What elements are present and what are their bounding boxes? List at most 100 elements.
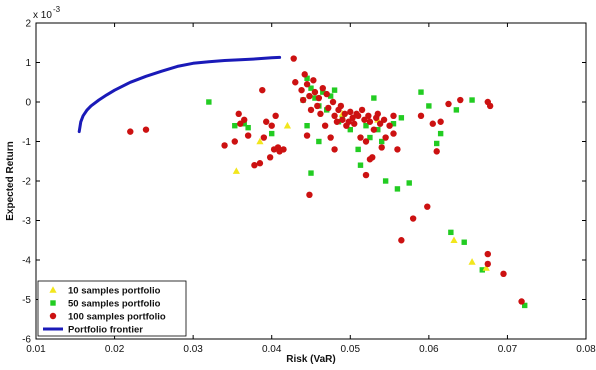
data-point bbox=[237, 120, 244, 127]
data-point bbox=[345, 118, 352, 125]
data-point bbox=[316, 138, 322, 145]
data-point bbox=[304, 75, 310, 81]
x-axis: 0.01 0.02 0.03 0.04 0.05 0.06 0.07 0.08 bbox=[26, 23, 596, 355]
data-point bbox=[347, 126, 353, 133]
frontier-line bbox=[77, 55, 282, 134]
data-point bbox=[327, 93, 334, 99]
data-point bbox=[321, 122, 329, 129]
data-point bbox=[394, 186, 401, 192]
data-point bbox=[303, 132, 311, 139]
data-point bbox=[349, 114, 356, 122]
x-tick-label: 0.02 bbox=[105, 344, 125, 355]
data-point bbox=[347, 108, 354, 116]
x-tick-label: 0.07 bbox=[498, 344, 518, 355]
data-point bbox=[362, 171, 370, 179]
data-point bbox=[307, 106, 315, 114]
data-point bbox=[320, 89, 326, 95]
data-point bbox=[457, 96, 464, 104]
data-point bbox=[434, 140, 440, 147]
y-tick-label: 1 bbox=[25, 58, 31, 69]
data-point bbox=[260, 134, 268, 141]
data-point bbox=[308, 85, 314, 91]
series-100-samples-portfolio bbox=[127, 55, 525, 305]
data-point bbox=[398, 115, 405, 121]
data-point bbox=[361, 116, 368, 123]
x-tick-label: 0.05 bbox=[341, 344, 361, 355]
data-point bbox=[390, 130, 397, 137]
data-point bbox=[363, 123, 369, 129]
data-point bbox=[310, 77, 317, 84]
y-tick-label: -6 bbox=[22, 335, 31, 346]
y-tick-label: -2 bbox=[22, 177, 31, 188]
legend-marker-swatch bbox=[49, 286, 57, 293]
data-point bbox=[331, 87, 338, 93]
data-point bbox=[256, 137, 264, 145]
data-point bbox=[484, 250, 491, 258]
data-point bbox=[386, 122, 393, 129]
data-point bbox=[367, 134, 373, 141]
data-point bbox=[221, 142, 228, 149]
data-point bbox=[339, 116, 346, 123]
data-point bbox=[127, 128, 134, 135]
data-point bbox=[306, 92, 313, 100]
data-point bbox=[370, 126, 378, 133]
data-point bbox=[259, 86, 266, 94]
data-point bbox=[263, 118, 270, 125]
data-point bbox=[390, 121, 397, 127]
x-tick-label: 0.03 bbox=[183, 344, 203, 355]
legend-label: 100 samples portfolio bbox=[68, 312, 166, 323]
data-point bbox=[374, 110, 381, 118]
data-point bbox=[298, 86, 305, 94]
data-point bbox=[418, 89, 424, 95]
data-point bbox=[522, 302, 528, 309]
y-tick-label: 2 bbox=[25, 19, 31, 30]
legend: 10 samples portfolio 50 samples portfolio… bbox=[37, 280, 187, 337]
data-point bbox=[437, 130, 444, 137]
y-axis: 2 1 0 -1 -2 -3 -4 -5 -6 bbox=[22, 19, 586, 346]
data-point bbox=[424, 203, 431, 210]
data-point bbox=[453, 107, 460, 113]
data-point bbox=[329, 98, 337, 106]
data-point bbox=[341, 110, 348, 118]
data-point bbox=[518, 298, 525, 305]
data-point bbox=[319, 84, 326, 92]
data-point bbox=[409, 215, 417, 222]
legend-item: 50 samples portfolio bbox=[50, 299, 161, 310]
data-point bbox=[231, 138, 238, 145]
y-multiplier-text: x 10 bbox=[33, 10, 52, 21]
x-tick-label: 0.04 bbox=[262, 344, 282, 355]
data-point bbox=[380, 116, 388, 123]
data-point bbox=[306, 191, 313, 199]
data-point bbox=[484, 260, 491, 268]
data-point bbox=[354, 112, 362, 120]
data-point bbox=[357, 162, 364, 168]
data-point bbox=[142, 126, 150, 133]
data-point bbox=[398, 237, 405, 244]
data-point bbox=[301, 71, 308, 78]
data-point bbox=[437, 118, 444, 125]
data-point bbox=[417, 112, 425, 120]
data-point bbox=[299, 96, 307, 104]
data-point bbox=[433, 148, 440, 155]
data-point bbox=[406, 180, 412, 186]
data-point bbox=[266, 154, 274, 161]
data-point bbox=[337, 102, 345, 110]
legend-label: 50 samples portfolio bbox=[68, 299, 161, 310]
legend-box bbox=[37, 280, 187, 337]
legend-marker-swatch bbox=[50, 300, 56, 306]
data-point bbox=[382, 134, 389, 141]
data-point bbox=[327, 134, 334, 141]
data-point bbox=[304, 123, 310, 129]
x-tick-label: 0.08 bbox=[576, 344, 596, 355]
data-point bbox=[244, 132, 252, 139]
data-point bbox=[358, 106, 366, 114]
data-point bbox=[317, 110, 324, 118]
data-point bbox=[268, 122, 275, 129]
data-point bbox=[486, 102, 494, 110]
y-tick-label: -3 bbox=[22, 216, 31, 227]
y-tick-label: -1 bbox=[22, 137, 31, 148]
data-point bbox=[308, 170, 314, 176]
data-point bbox=[333, 118, 341, 125]
data-point bbox=[272, 112, 279, 120]
series-portfolio-frontier bbox=[77, 55, 282, 134]
